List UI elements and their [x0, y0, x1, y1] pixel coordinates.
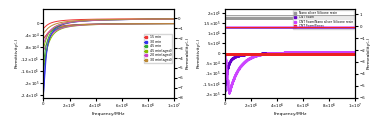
X-axis label: Frequency/MHz: Frequency/MHz: [92, 112, 125, 117]
Y-axis label: Permeability(-): Permeability(-): [367, 37, 370, 69]
Y-axis label: Permittivity(-): Permittivity(-): [15, 38, 19, 68]
Legend: 15 min, 30 min, 45 min, 45 min(aged), 20 min(aged), 30 min(aged): 15 min, 30 min, 45 min, 45 min(aged), 20…: [144, 34, 172, 63]
Y-axis label: Permittivity(-): Permittivity(-): [196, 38, 200, 68]
Legend: Nano silver Silicone resin, CNT Foam, CNT Foam/Nano silver Silicone resin, CNT F: Nano silver Silicone resin, CNT Foam, CN…: [293, 10, 354, 29]
Y-axis label: Permeability(-): Permeability(-): [185, 37, 189, 69]
X-axis label: Frequency/MHz: Frequency/MHz: [273, 112, 307, 117]
